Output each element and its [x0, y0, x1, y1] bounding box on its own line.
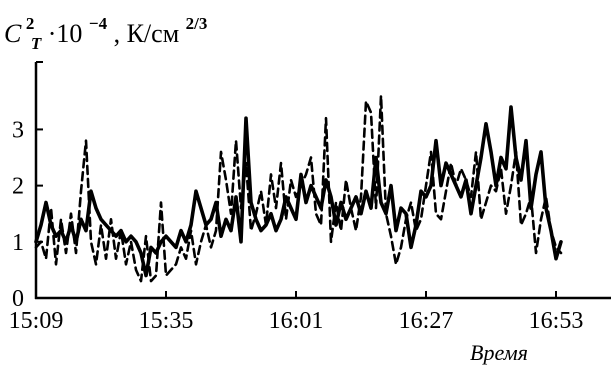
y-label-factor: ·10 — [48, 19, 83, 48]
x-tick-label: 15:09 — [9, 308, 64, 334]
x-tick-label: 16:01 — [269, 308, 324, 334]
x-tick-label: 16:27 — [399, 308, 454, 334]
y-axis-label: C 2 T ·10 −4 , К/см 2/3 — [4, 6, 207, 55]
x-tick-label: 16:53 — [529, 308, 584, 334]
axes — [34, 62, 611, 300]
y-label-symbol: C — [4, 19, 22, 48]
y-label-exponent: −4 — [89, 14, 108, 33]
y-label-superscript: 2 — [26, 14, 35, 33]
y-label-unit-exponent: 2/3 — [186, 14, 208, 33]
y-tick-label: 2 — [12, 174, 24, 200]
series-layer — [34, 94, 563, 283]
y-label-subscript: T — [31, 34, 42, 53]
y-tick-label: 0 — [12, 286, 24, 312]
ticks: 0 1 2 3 15:09 15:35 16:01 16:27 16:53 — [9, 61, 584, 334]
series-line-solid — [34, 105, 563, 278]
y-label-unit: , К/см — [114, 19, 180, 48]
x-axis-label: Время — [470, 340, 528, 365]
series-line-dashed — [34, 94, 563, 283]
y-tick-label: 3 — [12, 117, 24, 143]
x-tick-label: 15:35 — [139, 308, 194, 334]
y-tick-label: 1 — [12, 230, 24, 256]
